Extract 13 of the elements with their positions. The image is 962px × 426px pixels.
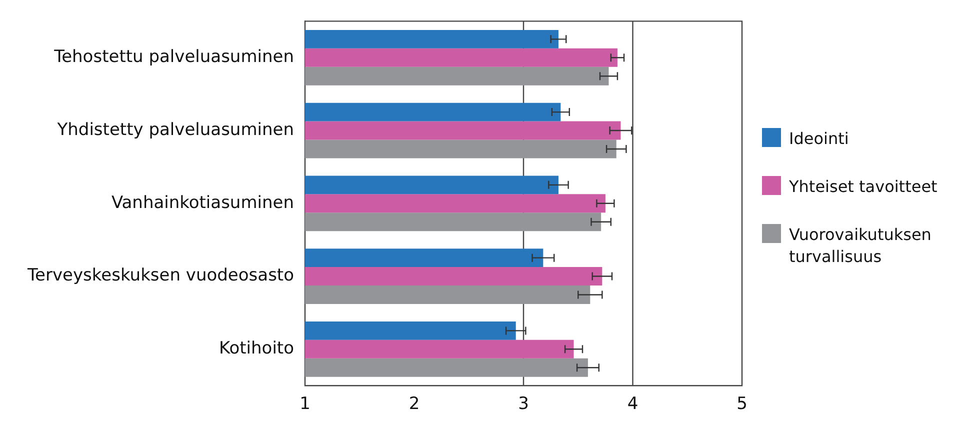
x-tick-label: 5 [736,394,748,414]
x-tick-label: 4 [627,394,638,414]
x-tick-label: 3 [518,394,529,414]
legend-label: Vuorovaikutuksen turvallisuus [789,224,932,268]
legend-label: Ideointi [789,128,849,150]
y-tick-label: Kotihoito [218,338,294,359]
y-tick-label: Tehostettu palveluasuminen [53,47,294,68]
x-tick-label: 1 [300,394,310,414]
x-tick-label: 2 [408,394,420,414]
y-tick-label: Terveyskeskuksen vuodeosasto [26,266,294,286]
y-tick-label: Vanhainkotiasuminen [111,192,294,213]
y-tick-label: Yhdistetty palveluasuminen [56,120,294,140]
legend-label: Yhteiset tavoitteet [789,176,938,198]
